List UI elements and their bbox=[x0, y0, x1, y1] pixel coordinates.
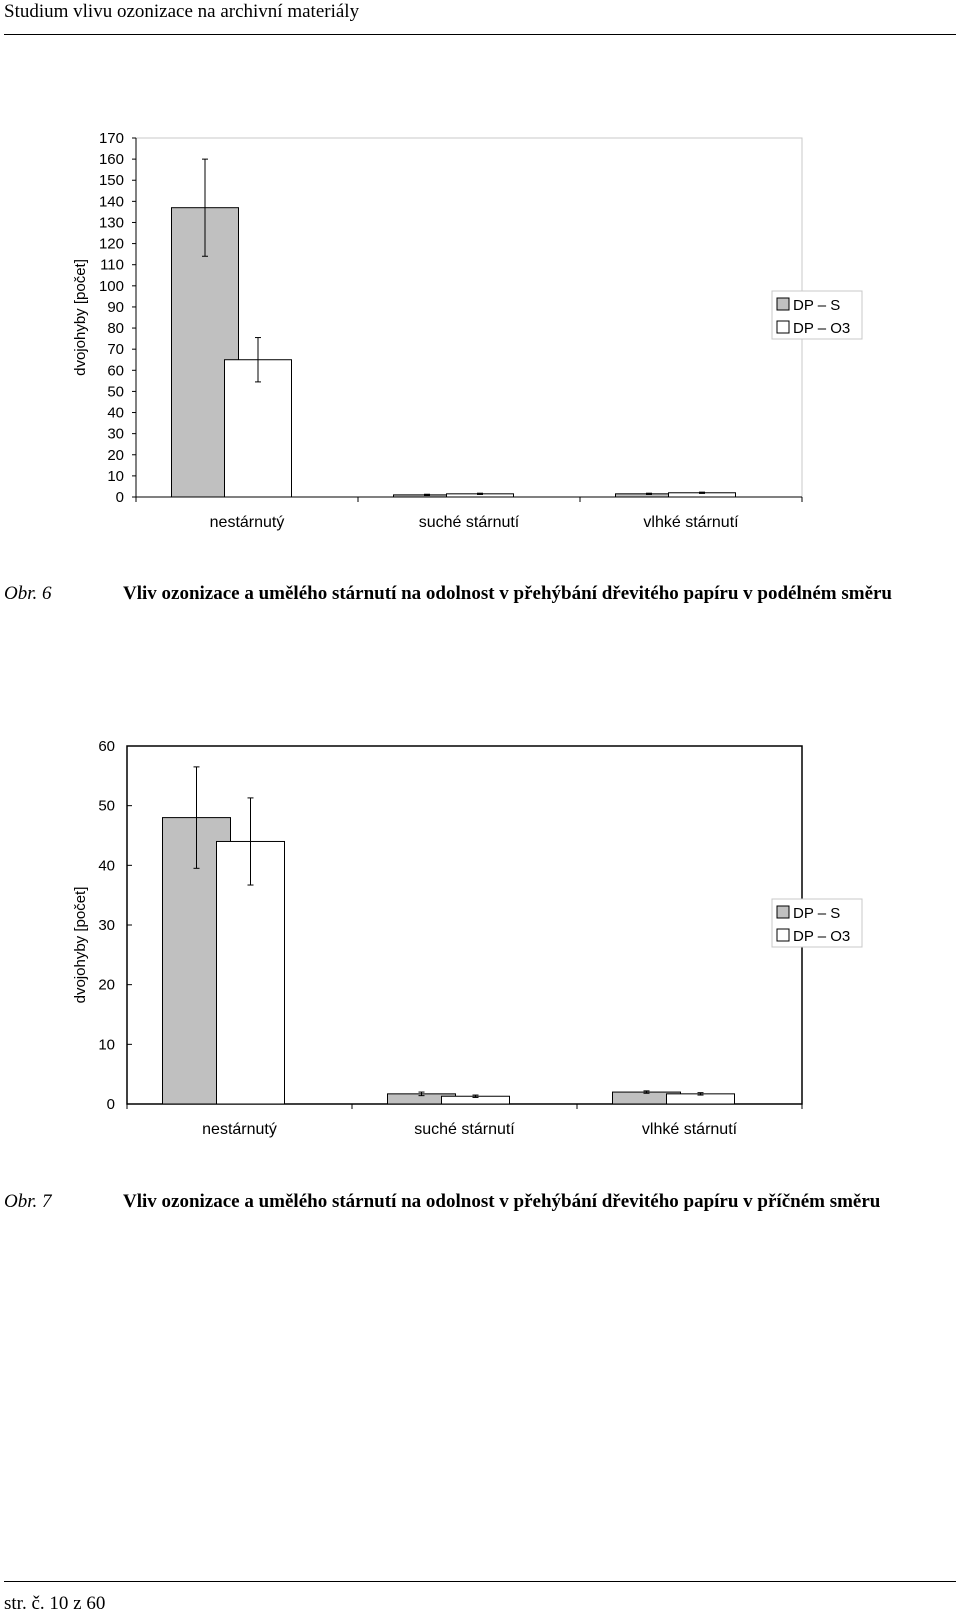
x-category-label: nestárnutý bbox=[210, 514, 285, 531]
x-category-label: suché stárnutí bbox=[419, 514, 520, 531]
y-tick-label: 50 bbox=[98, 798, 115, 815]
header-rule bbox=[4, 34, 956, 35]
y-tick-label: 80 bbox=[107, 320, 124, 337]
y-tick-label: 70 bbox=[107, 341, 124, 358]
y-tick-label: 160 bbox=[99, 151, 124, 168]
legend-swatch bbox=[776, 905, 790, 919]
y-tick-label: 40 bbox=[98, 857, 115, 874]
y-tick-label: 20 bbox=[107, 447, 124, 464]
footer-rule bbox=[4, 1581, 956, 1582]
y-tick-label: 60 bbox=[98, 738, 115, 755]
figure-6-label: Obr. 6 bbox=[4, 583, 52, 604]
x-category-label: nestárnutý bbox=[202, 1121, 277, 1138]
y-tick-label: 40 bbox=[107, 405, 124, 422]
figure-6-caption-text: Vliv ozonizace a umělého stárnutí na odo… bbox=[123, 583, 892, 604]
figure-7-label: Obr. 7 bbox=[4, 1191, 52, 1212]
y-tick-label: 130 bbox=[99, 214, 124, 231]
y-tick-label: 0 bbox=[107, 1096, 115, 1113]
y-tick-label: 110 bbox=[100, 257, 124, 274]
legend-swatch bbox=[776, 297, 790, 311]
y-tick-label: 30 bbox=[98, 917, 115, 934]
x-category-label: vlhké stárnutí bbox=[642, 1121, 738, 1138]
y-tick-label: 150 bbox=[99, 172, 124, 189]
x-category-label: suché stárnutí bbox=[414, 1121, 515, 1138]
figure-6-chart: 0 10 20 30 40 50 60 70 80 90 100 110 120 130 140 150 160… bbox=[72, 130, 863, 531]
y-tick-label: 10 bbox=[98, 1036, 115, 1053]
y-tick-label: 90 bbox=[107, 299, 124, 316]
y-axis-title: dvojohyby [počet] bbox=[72, 259, 89, 376]
page-number: str. č. 10 z 60 bbox=[4, 1593, 106, 1614]
y-tick-label: 30 bbox=[107, 426, 124, 443]
y-tick-label: 60 bbox=[107, 362, 124, 379]
legend-swatch bbox=[776, 928, 790, 942]
figure-7-chart: 0 10 20 30 40 50 60 nestárnutý suché stárnutí vlh… bbox=[72, 738, 863, 1138]
x-category-label: vlhké stárnutí bbox=[643, 514, 739, 531]
y-tick-label: 140 bbox=[99, 193, 124, 210]
y-tick-label: 10 bbox=[107, 468, 124, 485]
y-tick-label: 0 bbox=[116, 489, 124, 506]
legend-swatch bbox=[776, 320, 790, 334]
y-axis-title: dvojohyby [počet] bbox=[72, 887, 89, 1004]
running-title: Studium vlivu ozonizace na archivní mate… bbox=[4, 1, 360, 22]
y-tick-label: 120 bbox=[99, 236, 124, 253]
legend-label: DP – S bbox=[793, 297, 840, 314]
legend-label: DP – S bbox=[793, 905, 840, 922]
y-tick-label: 50 bbox=[107, 383, 124, 400]
legend-label: DP – O3 bbox=[793, 928, 850, 945]
figure-7-caption-text: Vliv ozonizace a umělého stárnutí na odo… bbox=[123, 1191, 881, 1212]
y-tick-label: 170 bbox=[99, 130, 124, 147]
y-tick-label: 100 bbox=[99, 278, 124, 295]
y-tick-label: 20 bbox=[98, 977, 115, 994]
legend-label: DP – O3 bbox=[793, 320, 850, 337]
